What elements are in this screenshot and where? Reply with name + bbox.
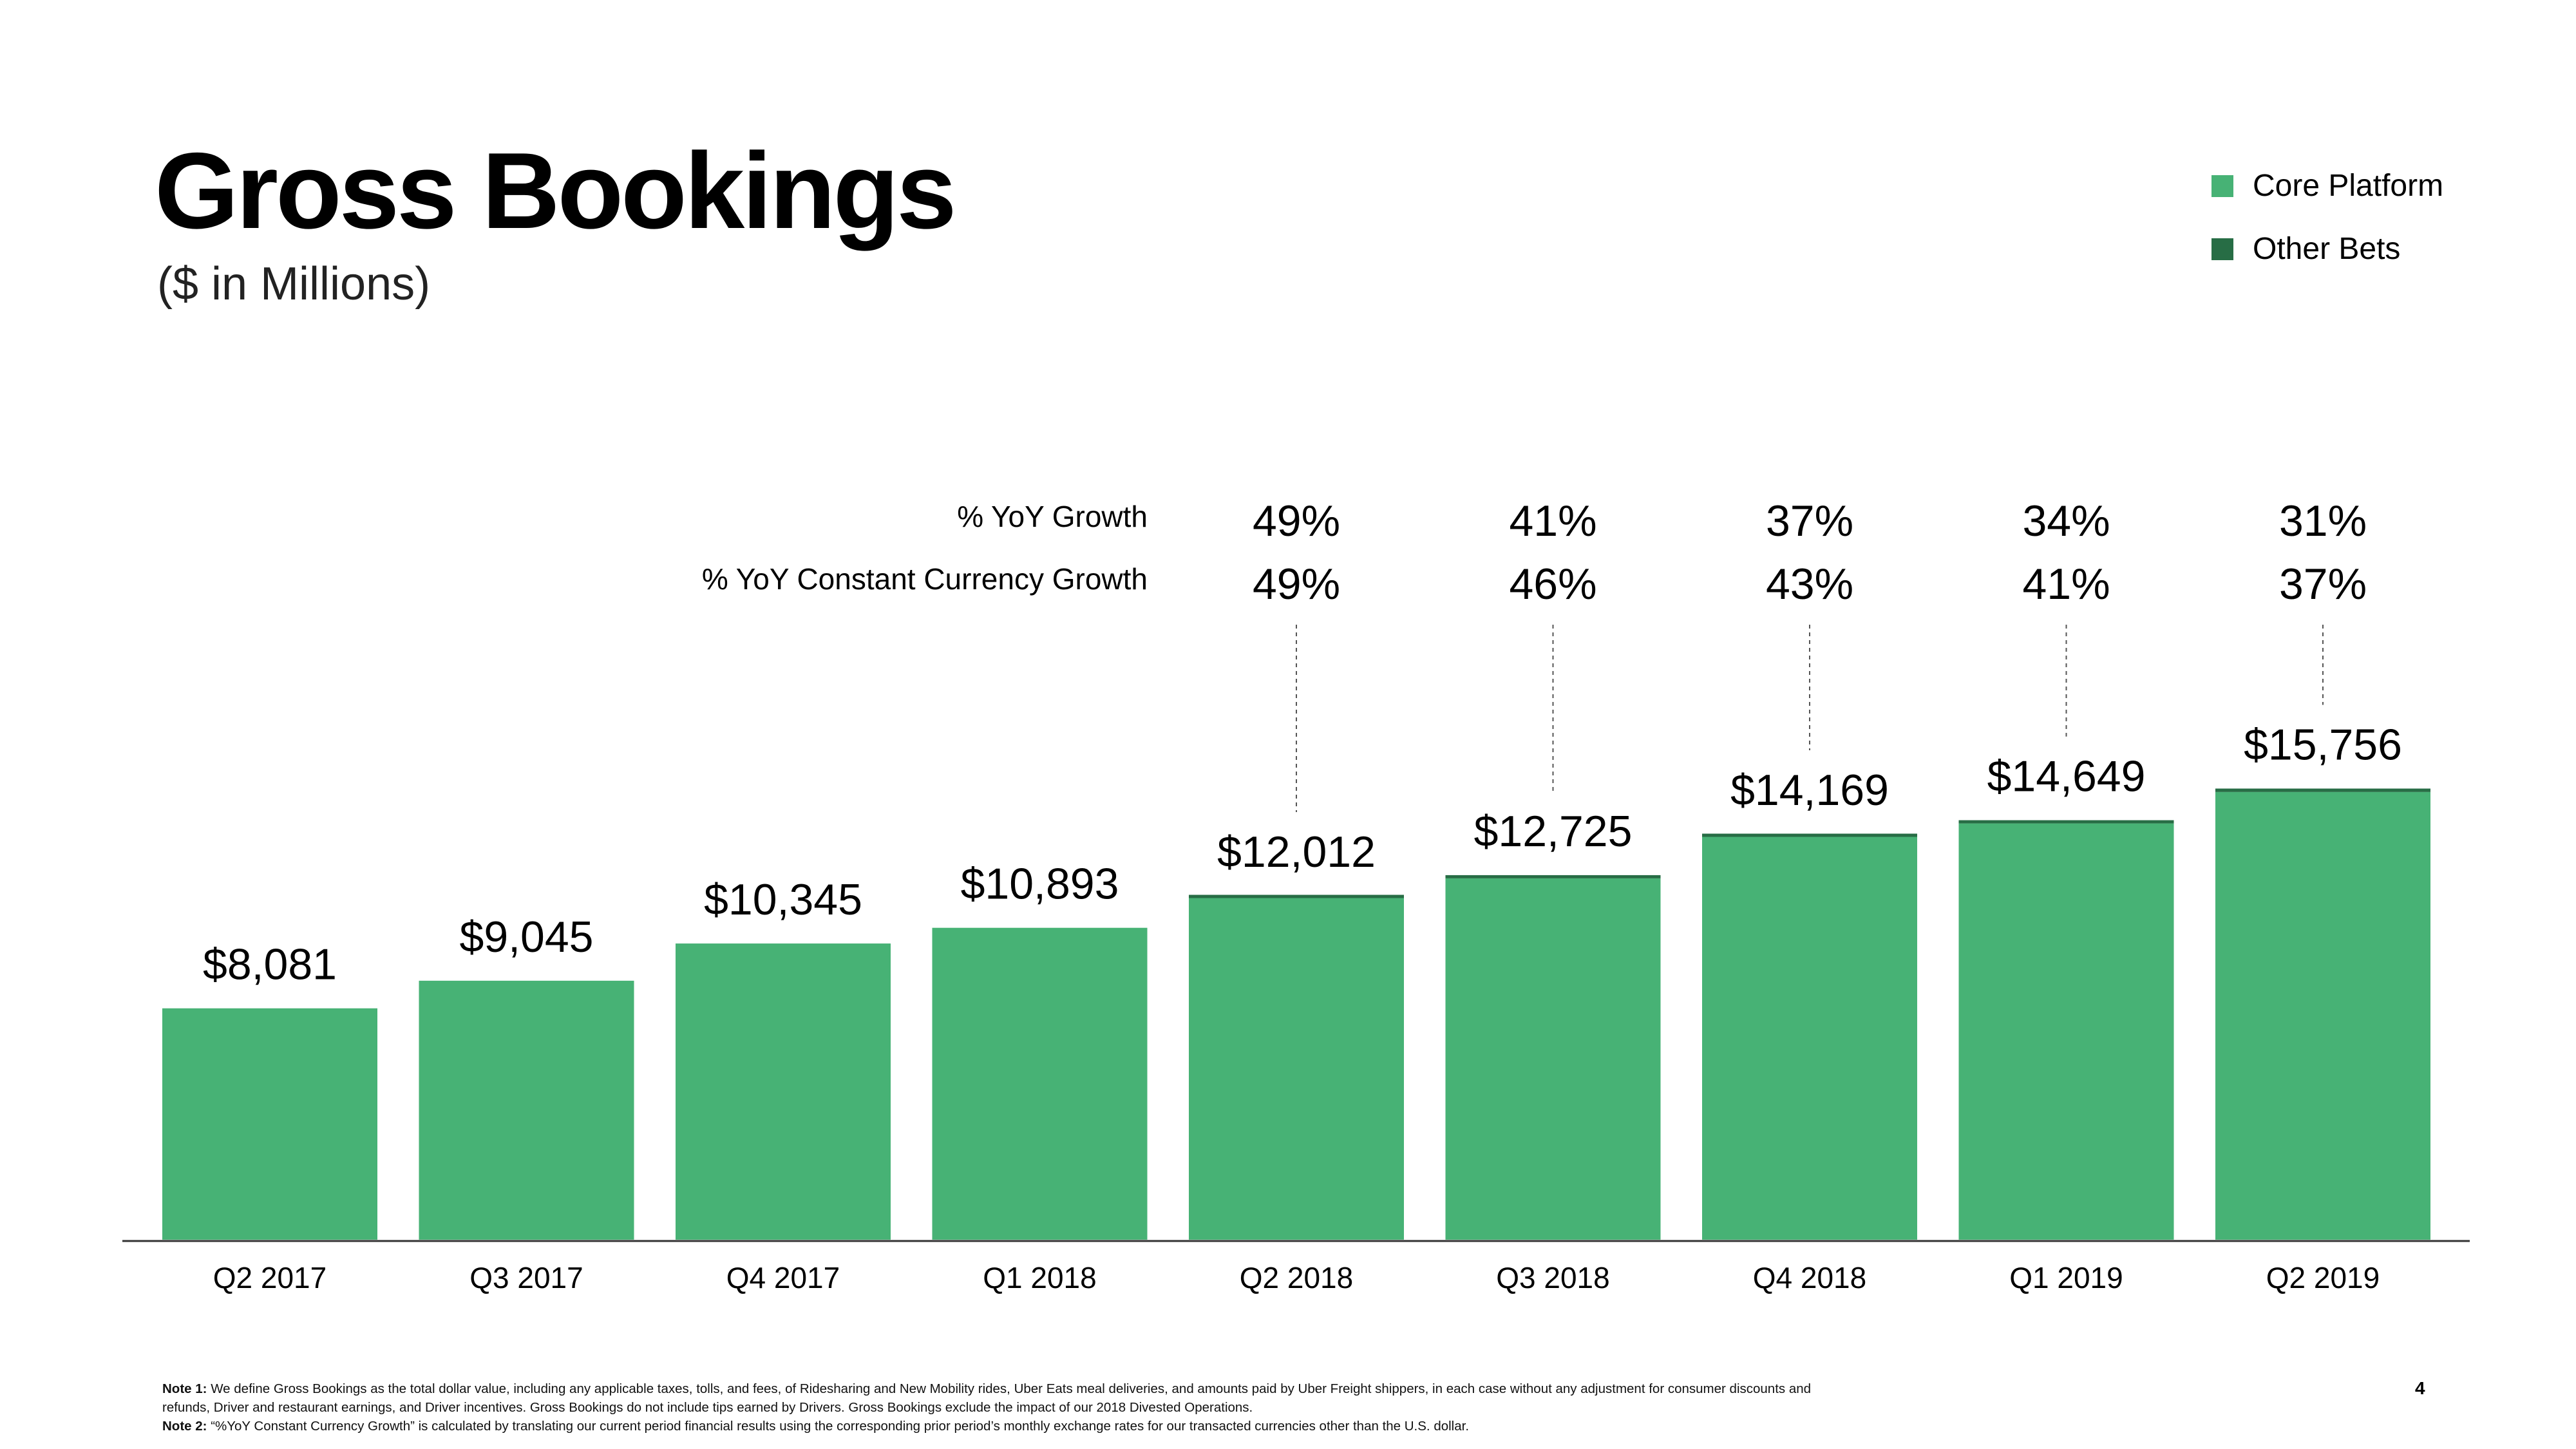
x-tick-label: Q2 2018	[1240, 1261, 1353, 1294]
bar-core-platform	[1445, 878, 1661, 1240]
yoy-cc-growth-value: 41%	[2022, 560, 2110, 609]
bar-total-label: $9,045	[460, 913, 594, 961]
x-tick-label: Q3 2017	[469, 1261, 583, 1294]
bar-total-label: $10,345	[704, 875, 862, 924]
footnote-1-text: We define Gross Bookings as the total do…	[162, 1381, 1812, 1415]
page-title: Gross Bookings	[155, 130, 957, 251]
yoy-growth-value: 41%	[1509, 497, 1596, 545]
legend-swatch-core-platform	[2211, 175, 2233, 197]
x-tick-label: Q3 2018	[1496, 1261, 1609, 1294]
yoy-growth-row-label: % YoY Growth	[957, 500, 1148, 533]
page-subtitle: ($ in Millions)	[157, 258, 431, 310]
footnote-2-label: Note 2:	[162, 1419, 207, 1434]
bar-total-label: $14,649	[1987, 752, 2146, 801]
legend-item-other-bets: Other Bets	[2211, 218, 2443, 281]
legend-label-core-platform: Core Platform	[2253, 169, 2444, 203]
bar-core-platform	[2215, 791, 2430, 1240]
bar-core-platform	[1702, 837, 1917, 1240]
footnote-2: Note 2: “%YoY Constant Currency Growth” …	[162, 1417, 1837, 1435]
footnote-1-label: Note 1:	[162, 1381, 207, 1396]
x-tick-label: Q1 2019	[2009, 1261, 2123, 1294]
yoy-cc-growth-row-label: % YoY Constant Currency Growth	[702, 562, 1148, 596]
bar-total-label: $8,081	[203, 940, 337, 989]
bar-core-platform	[419, 980, 634, 1240]
yoy-growth-value: 49%	[1253, 497, 1340, 545]
x-tick-label: Q4 2017	[726, 1261, 840, 1294]
bar-total-label: $15,756	[2244, 720, 2402, 769]
bar-total-label: $10,893	[961, 860, 1119, 909]
bar-other-bets	[1189, 895, 1404, 898]
legend-label-other-bets: Other Bets	[2253, 232, 2401, 266]
yoy-cc-growth-value: 49%	[1253, 560, 1340, 609]
x-tick-label: Q2 2017	[213, 1261, 327, 1294]
footnotes: Note 1: We define Gross Bookings as the …	[162, 1379, 1837, 1435]
footnote-2-text: “%YoY Constant Currency Growth” is calcu…	[211, 1419, 1470, 1434]
yoy-growth-value: 34%	[2022, 497, 2110, 545]
bar-total-label: $12,725	[1474, 807, 1633, 856]
bar-other-bets	[1958, 820, 2174, 824]
bar-core-platform	[162, 1008, 377, 1240]
bar-other-bets	[1445, 875, 1661, 878]
bar-core-platform	[1958, 823, 2174, 1240]
legend-swatch-other-bets	[2211, 238, 2233, 260]
yoy-cc-growth-value: 37%	[2279, 560, 2367, 609]
bar-core-platform	[932, 927, 1148, 1240]
yoy-cc-growth-value: 46%	[1509, 560, 1596, 609]
chart-legend: Core Platform Other Bets	[2211, 155, 2443, 281]
bar-total-label: $14,169	[1730, 766, 1889, 815]
yoy-cc-growth-value: 43%	[1766, 560, 1853, 609]
yoy-growth-value: 37%	[1766, 497, 1853, 545]
bar-core-platform	[676, 943, 891, 1240]
bar-other-bets	[2215, 788, 2430, 792]
legend-item-core-platform: Core Platform	[2211, 155, 2443, 218]
bar-core-platform	[1189, 898, 1404, 1240]
footnote-1: Note 1: We define Gross Bookings as the …	[162, 1379, 1837, 1417]
yoy-growth-value: 31%	[2279, 497, 2367, 545]
page-number: 4	[2415, 1378, 2425, 1398]
bar-total-label: $12,012	[1217, 828, 1376, 876]
x-tick-label: Q4 2018	[1753, 1261, 1866, 1294]
bar-other-bets	[1702, 833, 1917, 837]
x-tick-label: Q1 2018	[983, 1261, 1096, 1294]
x-tick-label: Q2 2019	[2266, 1261, 2380, 1294]
